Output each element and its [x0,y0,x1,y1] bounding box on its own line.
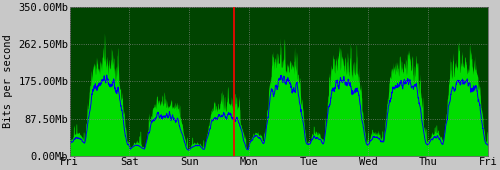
Y-axis label: Bits per second: Bits per second [3,35,13,128]
